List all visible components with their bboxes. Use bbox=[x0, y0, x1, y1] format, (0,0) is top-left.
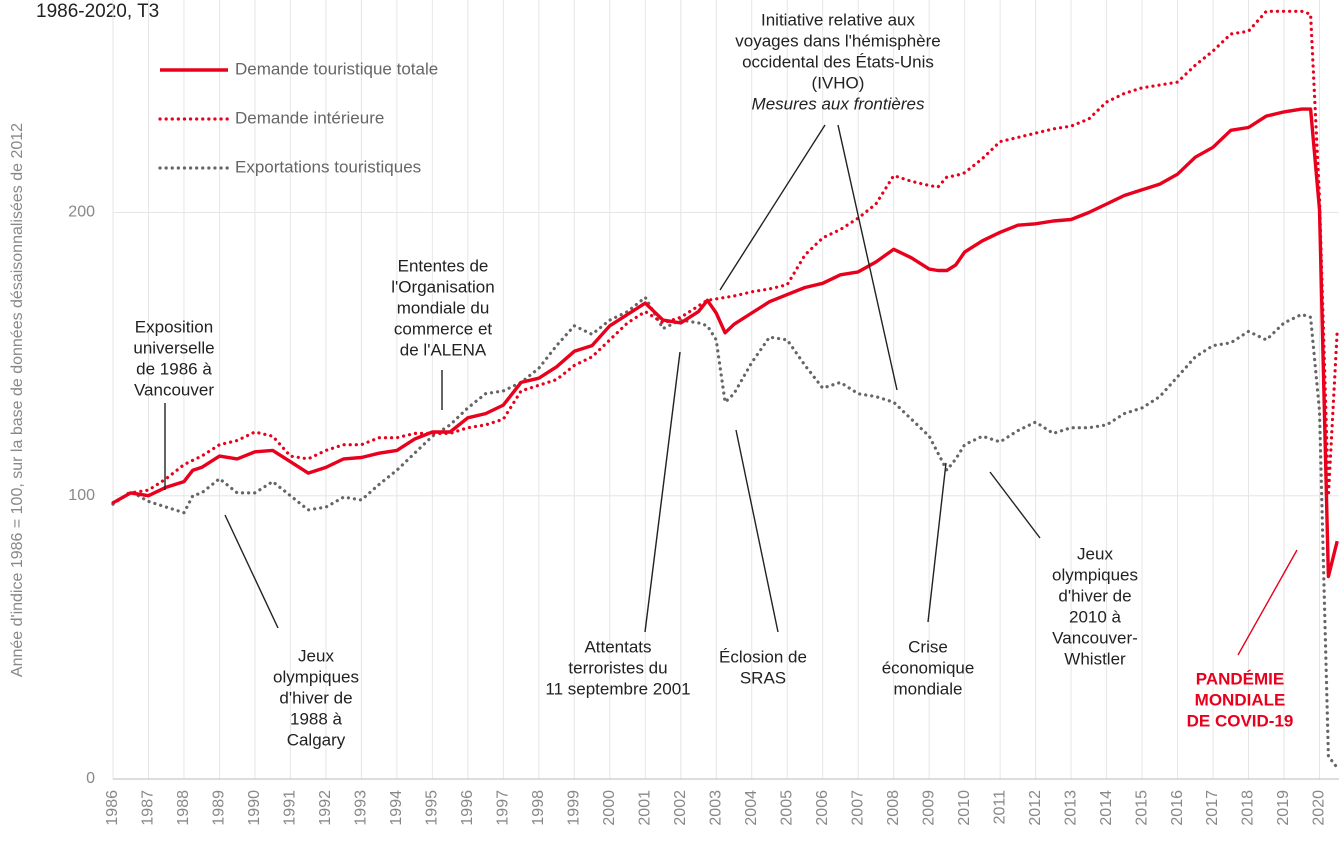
annotation: mondiale bbox=[894, 679, 963, 698]
x-tick-label: 1997 bbox=[495, 790, 512, 826]
x-tick-label: 2002 bbox=[672, 790, 689, 826]
annotation: Whistler bbox=[1064, 649, 1126, 668]
x-tick-label: 2005 bbox=[778, 790, 795, 826]
x-tick-label: 2003 bbox=[707, 790, 724, 826]
x-tick-label: 2020 bbox=[1311, 790, 1328, 826]
annotation: (IVHO) bbox=[812, 73, 865, 92]
x-tick-label: 1989 bbox=[211, 790, 228, 826]
x-tick-label: 1993 bbox=[353, 790, 370, 826]
x-tick-label: 2009 bbox=[920, 790, 937, 826]
annotation: terroristes du bbox=[568, 658, 667, 677]
annotation: Calgary bbox=[287, 730, 346, 749]
x-tick-label: 1986 bbox=[104, 790, 121, 826]
x-tick-label: 1995 bbox=[424, 790, 441, 826]
annotation: Attentats bbox=[584, 637, 651, 656]
annotation: 1988 à bbox=[290, 709, 343, 728]
annotation: d'hiver de bbox=[1058, 586, 1131, 605]
annotation: Vancouver bbox=[134, 380, 214, 399]
annotation: MONDIALE bbox=[1195, 690, 1286, 709]
x-tick-label: 2019 bbox=[1275, 790, 1292, 826]
annotation-leader bbox=[927, 462, 947, 623]
x-tick-label: 1988 bbox=[175, 790, 192, 826]
x-tick-label: 2006 bbox=[814, 790, 831, 826]
annotation-leader bbox=[837, 124, 898, 391]
x-tick-label: 2000 bbox=[601, 790, 618, 826]
annotation: voyages dans l'hémisphère bbox=[735, 31, 940, 50]
annotation: d'hiver de bbox=[279, 688, 352, 707]
x-tick-label: 1992 bbox=[317, 790, 334, 826]
annotation: commerce et bbox=[394, 319, 493, 338]
series-line bbox=[111, 294, 1339, 770]
annotation: Jeux bbox=[298, 646, 334, 665]
series-line bbox=[111, 9, 1339, 505]
legend-label: Exportations touristiques bbox=[235, 157, 421, 176]
x-tick-label: 2015 bbox=[1133, 790, 1150, 826]
annotation: olympiques bbox=[273, 667, 359, 686]
annotation: Éclosion de bbox=[719, 647, 807, 666]
x-tick-label: 1994 bbox=[388, 790, 405, 826]
x-tick-label: 2017 bbox=[1204, 790, 1221, 826]
annotation: 11 septembre 2001 bbox=[545, 679, 690, 698]
annotation: de l'ALENA bbox=[400, 340, 487, 359]
x-tick-label: 2010 bbox=[956, 790, 973, 826]
x-tick-label: 2012 bbox=[1027, 790, 1044, 826]
y-tick-label: 100 bbox=[68, 487, 95, 504]
annotation-leader bbox=[719, 124, 826, 291]
annotation-leader bbox=[735, 429, 779, 633]
x-tick-label: 1991 bbox=[282, 790, 299, 826]
annotation: 2010 à bbox=[1069, 607, 1122, 626]
annotation: Jeux bbox=[1077, 544, 1113, 563]
annotation: Ententes de bbox=[398, 256, 489, 275]
x-tick-label: 2014 bbox=[1098, 790, 1115, 826]
x-tick-label: 1996 bbox=[459, 790, 476, 826]
annotation: SRAS bbox=[740, 668, 786, 687]
annotation: Exposition bbox=[135, 317, 213, 336]
x-tick-label: 2016 bbox=[1169, 790, 1186, 826]
annotation-leader bbox=[644, 351, 681, 633]
x-tick-label: 2018 bbox=[1240, 790, 1257, 826]
annotation: PANDÉMIE bbox=[1196, 669, 1284, 688]
annotation-leader bbox=[989, 471, 1041, 539]
annotation: occidental des États-Unis bbox=[742, 52, 934, 71]
annotation: universelle bbox=[133, 338, 214, 357]
x-tick-label: 2011 bbox=[991, 790, 1008, 825]
x-tick-label: 2007 bbox=[849, 790, 866, 826]
annotation: olympiques bbox=[1052, 565, 1138, 584]
x-tick-label: 1990 bbox=[246, 790, 263, 826]
x-tick-label: 1987 bbox=[140, 790, 157, 826]
x-tick-label: 2004 bbox=[743, 790, 760, 826]
annotation-leader bbox=[1237, 549, 1298, 656]
x-tick-label: 1998 bbox=[530, 790, 547, 826]
annotation: Vancouver- bbox=[1052, 628, 1138, 647]
chart-title: 1986-2020, T3 bbox=[36, 1, 159, 22]
x-tick-label: 2001 bbox=[636, 790, 653, 826]
annotation: Crise bbox=[908, 637, 948, 656]
x-tick-label: 1999 bbox=[566, 790, 583, 826]
annotation: mondiale du bbox=[397, 298, 490, 317]
annotation: DE COVID-19 bbox=[1187, 711, 1294, 730]
x-tick-label: 2008 bbox=[885, 790, 902, 826]
y-axis-label: Année d'indice 1986 = 100, sur la base d… bbox=[9, 123, 26, 677]
annotation: économique bbox=[882, 658, 975, 677]
annotation-leader bbox=[224, 514, 279, 629]
annotation: Mesures aux frontières bbox=[752, 94, 925, 113]
annotation: de 1986 à bbox=[136, 359, 212, 378]
y-tick-label: 200 bbox=[68, 204, 95, 221]
legend-label: Demande touristique totale bbox=[235, 59, 438, 78]
y-tick-label: 0 bbox=[86, 770, 95, 787]
series-line bbox=[112, 107, 1339, 579]
annotation: Initiative relative aux bbox=[761, 10, 916, 29]
annotation: l'Organisation bbox=[391, 277, 494, 296]
x-tick-label: 2013 bbox=[1062, 790, 1079, 826]
legend-label: Demande intérieure bbox=[235, 108, 384, 127]
